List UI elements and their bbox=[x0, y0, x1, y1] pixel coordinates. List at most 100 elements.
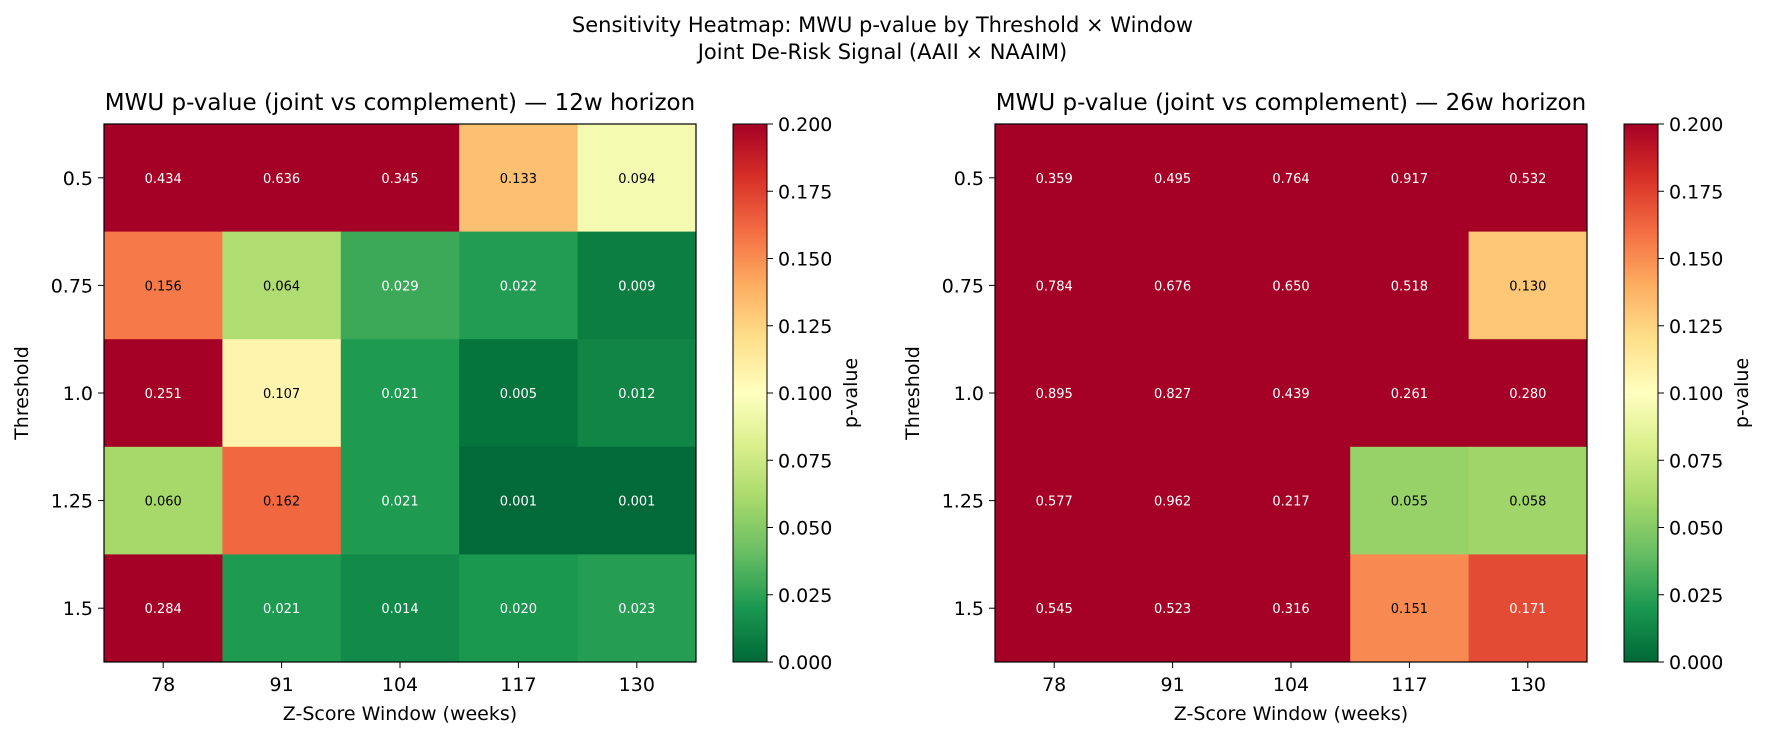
panel1-heatmap-cell bbox=[340, 554, 460, 663]
panel1-colorbar-tick-label: 0.150 bbox=[778, 249, 832, 271]
panel1-heatmap-cell bbox=[104, 339, 223, 448]
panel2-heatmap-cell bbox=[1113, 124, 1233, 233]
panel1-x-tick-label: 104 bbox=[382, 674, 418, 696]
panel1-heatmap-cell bbox=[459, 446, 579, 555]
panel2-heatmap-cell bbox=[1113, 554, 1233, 663]
panel1-cell-label: 0.636 bbox=[263, 172, 300, 187]
panel2-heatmap-cell bbox=[995, 554, 1114, 663]
panel2-cell-label: 0.650 bbox=[1272, 279, 1309, 294]
panel2-colorbar-tick-label: 0.175 bbox=[1669, 181, 1723, 203]
panel2-cell-label: 0.055 bbox=[1391, 495, 1428, 510]
panel2-cell-label: 0.359 bbox=[1036, 172, 1073, 187]
panel2-cell-label: 0.545 bbox=[1036, 602, 1073, 617]
panel1-cell-label: 0.021 bbox=[263, 602, 300, 617]
panel2-colorbar-tick-label: 0.150 bbox=[1669, 249, 1723, 271]
panel1-heatmap-cell bbox=[222, 554, 342, 663]
panel2-heatmap-cell bbox=[1350, 124, 1470, 233]
panel1-heatmap-cell bbox=[459, 124, 579, 233]
panel2-colorbar-tick-label: 0.000 bbox=[1669, 652, 1723, 674]
panel2-heatmap-cell bbox=[1113, 339, 1233, 448]
panel2-cell-label: 0.917 bbox=[1391, 172, 1428, 187]
panel2-cell-label: 0.130 bbox=[1509, 279, 1546, 294]
panel2-y-axis-label: Threshold bbox=[902, 346, 924, 441]
panel2-cell-label: 0.827 bbox=[1154, 387, 1191, 402]
panel2-y-tick-label: 0.5 bbox=[954, 168, 984, 190]
panel2-y-tick-label: 1.0 bbox=[954, 383, 984, 405]
panel2-heatmap-cell bbox=[1231, 339, 1351, 448]
panel1-cell-label: 0.022 bbox=[500, 279, 537, 294]
panel2-cell-label: 0.523 bbox=[1154, 602, 1191, 617]
panel2-colorbar-tick-label: 0.200 bbox=[1669, 114, 1723, 136]
panel2-y-tick-label: 1.25 bbox=[942, 491, 984, 513]
panel1-colorbar-tick-label: 0.050 bbox=[778, 518, 832, 540]
panel2-cell-label: 0.316 bbox=[1272, 602, 1309, 617]
panel2-colorbar bbox=[1624, 124, 1658, 662]
panel1-cell-label: 0.251 bbox=[145, 387, 182, 402]
panel1-colorbar-tick-label: 0.175 bbox=[778, 181, 832, 203]
panel2-heatmap-cell bbox=[995, 339, 1114, 448]
panel1-x-tick-label: 78 bbox=[151, 674, 175, 696]
panel2-cell-label: 0.151 bbox=[1391, 602, 1428, 617]
panel2-cell-label: 0.217 bbox=[1272, 495, 1309, 510]
panel2-cell-label: 0.171 bbox=[1509, 602, 1546, 617]
figure-suptitle: Sensitivity Heatmap: MWU p-value by Thre… bbox=[571, 13, 1194, 37]
panel2-cell-label: 0.764 bbox=[1272, 172, 1309, 187]
panel2-heatmap-cell bbox=[1468, 231, 1588, 340]
panel1-heatmap-cell bbox=[104, 446, 223, 555]
panel1-y-tick-label: 1.0 bbox=[63, 383, 93, 405]
panel1-colorbar bbox=[733, 124, 767, 662]
panel1-x-axis-label: Z-Score Window (weeks) bbox=[283, 703, 517, 725]
panel1-cell-label: 0.023 bbox=[618, 602, 655, 617]
panel1-cell-label: 0.064 bbox=[263, 279, 300, 294]
panel2-heatmap-cell bbox=[1468, 446, 1588, 555]
panel2-cell-label: 0.962 bbox=[1154, 495, 1191, 510]
panel1-cell-label: 0.005 bbox=[500, 387, 537, 402]
panel1-cell-label: 0.021 bbox=[381, 387, 418, 402]
panel1-cell-label: 0.434 bbox=[145, 172, 182, 187]
panel1-y-tick-label: 1.5 bbox=[63, 598, 93, 620]
panel2-heatmap-cell bbox=[995, 124, 1114, 233]
panel1-colorbar-tick-label: 0.025 bbox=[778, 585, 832, 607]
figure-subtitle: Joint De-Risk Signal (AAII × NAAIM) bbox=[697, 40, 1068, 64]
panel1-heatmap-cell bbox=[340, 124, 460, 233]
panel1-cell-label: 0.021 bbox=[381, 495, 418, 510]
panel2-x-tick-label: 78 bbox=[1042, 674, 1066, 696]
panel2-cell-label: 0.495 bbox=[1154, 172, 1191, 187]
panel1-y-tick-label: 1.25 bbox=[51, 491, 93, 513]
panel1-cell-label: 0.001 bbox=[500, 495, 537, 510]
panel1-heatmap-cell bbox=[222, 446, 342, 555]
panel1-y-axis-label: Threshold bbox=[11, 346, 33, 441]
panel2-heatmap-cell bbox=[995, 446, 1114, 555]
panel2-x-tick-label: 130 bbox=[1510, 674, 1546, 696]
panel2-colorbar-tick-label: 0.050 bbox=[1669, 518, 1723, 540]
panel1-heatmap-cell bbox=[222, 231, 342, 340]
panel2-heatmap-cell bbox=[1231, 231, 1351, 340]
panel2-cell-label: 0.532 bbox=[1509, 172, 1546, 187]
panel2-cell-label: 0.261 bbox=[1391, 387, 1428, 402]
panel2-heatmap-cell bbox=[1113, 231, 1233, 340]
panel1-cell-label: 0.107 bbox=[263, 387, 300, 402]
panel1-colorbar-tick-label: 0.000 bbox=[778, 652, 832, 674]
panel1-colorbar-tick-label: 0.125 bbox=[778, 316, 832, 338]
panel1-heatmap-cell bbox=[340, 339, 460, 448]
panel2-heatmap-cell bbox=[1231, 446, 1351, 555]
panel1-heatmap-cell bbox=[577, 124, 697, 233]
panel1-cell-label: 0.133 bbox=[500, 172, 537, 187]
panel1-heatmap-cell bbox=[340, 231, 460, 340]
panel1-cell-label: 0.029 bbox=[381, 279, 418, 294]
panel2-cell-label: 0.784 bbox=[1036, 279, 1073, 294]
panel2-heatmap-cell bbox=[995, 231, 1114, 340]
panel2-cell-label: 0.280 bbox=[1509, 387, 1546, 402]
panel2-cell-label: 0.518 bbox=[1391, 279, 1428, 294]
panel1-heatmap-cell bbox=[340, 446, 460, 555]
panel1-x-tick-label: 117 bbox=[500, 674, 536, 696]
panel2-colorbar-tick-label: 0.100 bbox=[1669, 383, 1723, 405]
panel2-x-tick-label: 91 bbox=[1161, 674, 1185, 696]
panel1-y-tick-label: 0.5 bbox=[63, 168, 93, 190]
panel2-y-tick-label: 0.75 bbox=[942, 275, 984, 297]
panel1-heatmap-cell bbox=[104, 124, 223, 233]
panel1-cell-label: 0.284 bbox=[145, 602, 182, 617]
panel1-heatmap-cell bbox=[222, 339, 342, 448]
panel1-x-tick-label: 91 bbox=[270, 674, 294, 696]
